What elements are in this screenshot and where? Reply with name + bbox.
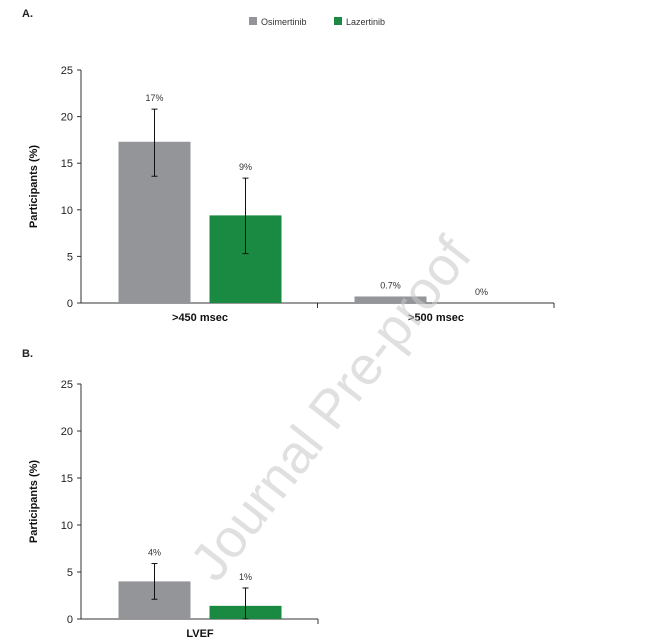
data-label-osimertinib-lvef: 4%: [148, 548, 161, 558]
data-label-lazertinib-500-msec: 0%: [475, 287, 488, 297]
y-tick-label: 20: [61, 112, 73, 124]
y-tick-label: 15: [61, 158, 73, 170]
data-label-lazertinib-450-msec: 9%: [239, 162, 252, 172]
chart-panel-a: A. 0 5 10 15 20 25 Participants (%) >450 msec 17%…: [22, 8, 555, 324]
y-tick-label: 10: [61, 205, 73, 217]
y-tick-label: 5: [67, 567, 73, 579]
category-label-450-msec: >450 msec: [172, 312, 228, 324]
y-axis-label: Participants (%): [28, 460, 40, 543]
legend-label-lazertinib: Lazertinib: [346, 17, 385, 27]
y-tick-label: 0: [67, 298, 73, 310]
y-tick-label: 25: [61, 379, 73, 391]
data-label-osimertinib-500-msec: 0.7%: [380, 280, 401, 290]
data-label-osimertinib-450-msec: 17%: [145, 93, 163, 103]
y-tick-label: 20: [61, 426, 73, 438]
chart-panel-b: B. 0 5 10 15 20 25 Participants (%) LVEF 4% 1%: [22, 348, 319, 640]
legend: Osimertinib Lazertinib: [249, 17, 385, 27]
y-tick-label: 15: [61, 473, 73, 485]
panel-label: A.: [22, 8, 33, 20]
y-tick-label: 25: [61, 65, 73, 77]
category-label-500-msec: >500 msec: [408, 312, 464, 324]
data-label-lazertinib-lvef: 1%: [239, 572, 252, 582]
y-tick-label: 0: [67, 614, 73, 626]
legend-swatch-lazertinib: [334, 17, 342, 25]
legend-label-osimertinib: Osimertinib: [261, 17, 307, 27]
category-label-lvef: LVEF: [186, 628, 214, 640]
y-tick-label: 5: [67, 251, 73, 263]
bar-osimertinib-500-msec: [354, 296, 427, 303]
panel-label: B.: [22, 348, 33, 360]
y-axis-label: Participants (%): [28, 145, 40, 228]
legend-swatch-osimertinib: [249, 17, 257, 25]
y-tick-label: 10: [61, 520, 73, 532]
